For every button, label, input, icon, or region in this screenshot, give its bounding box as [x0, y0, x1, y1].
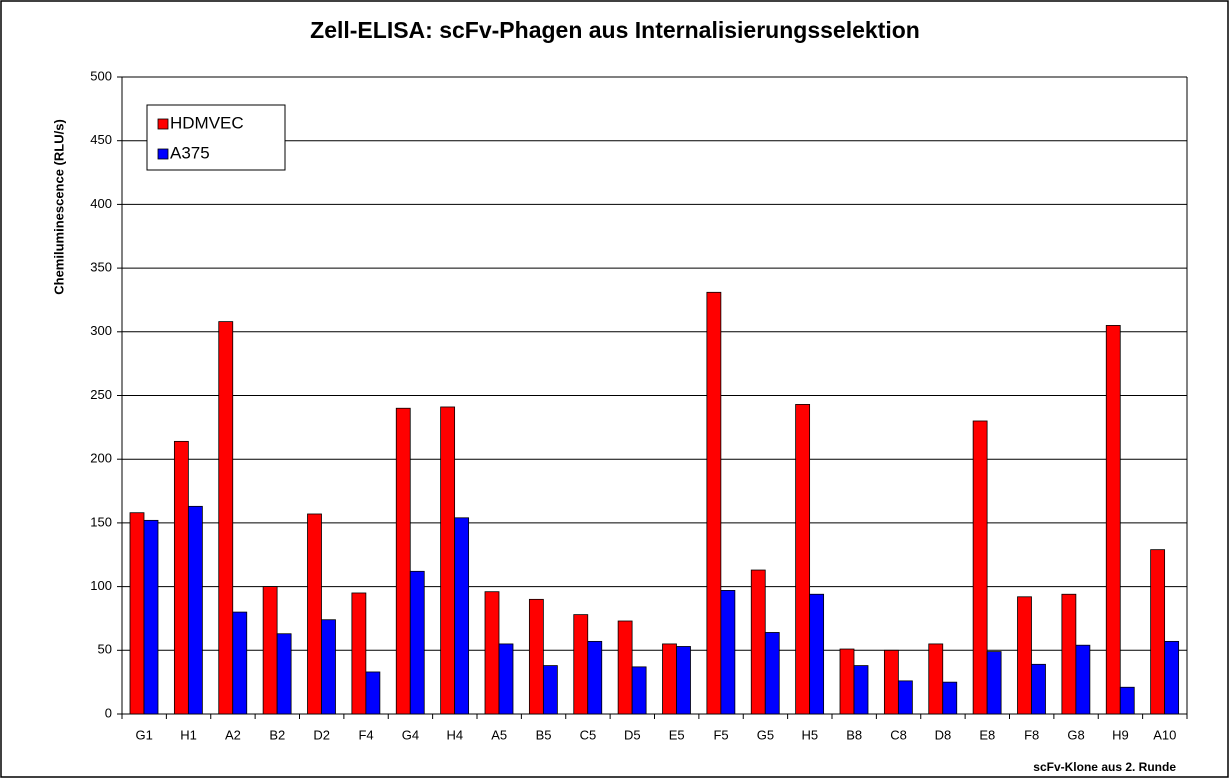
x-tick-label: D5	[624, 727, 641, 742]
legend-label: HDMVEC	[170, 113, 244, 132]
x-tick-label: G5	[757, 727, 774, 742]
y-tick-label: 100	[90, 578, 112, 593]
bar	[1105, 325, 1121, 715]
bar	[173, 440, 189, 715]
y-tick-label: 250	[90, 387, 112, 402]
x-tick-label: H5	[802, 727, 819, 742]
y-tick-label: 350	[90, 260, 112, 275]
bar	[897, 680, 913, 715]
bar	[454, 517, 470, 715]
bar	[631, 666, 647, 715]
bar	[1017, 596, 1032, 715]
bar	[795, 404, 811, 715]
x-tick-label: D2	[313, 727, 330, 742]
y-tick-label: 0	[105, 705, 112, 720]
bar	[1031, 663, 1046, 715]
y-axis-label: Chemiluminescence (RLU/s)	[51, 119, 66, 295]
x-tick-label: B2	[269, 727, 285, 742]
bar	[972, 420, 988, 715]
x-tick-label: H9	[1112, 727, 1129, 742]
legend-label: A375	[170, 143, 210, 162]
x-tick-label: D8	[935, 727, 952, 742]
bar	[1119, 686, 1135, 715]
bar	[587, 640, 603, 715]
bar	[1061, 593, 1077, 715]
x-tick-label: B8	[846, 727, 862, 742]
bar	[542, 665, 558, 715]
bar	[218, 321, 234, 715]
y-tick-label: 300	[90, 323, 112, 338]
x-tick-label: A10	[1153, 727, 1176, 742]
x-tick-label: E8	[979, 727, 995, 742]
x-tick-label: A5	[491, 727, 507, 742]
bar	[232, 611, 248, 715]
bar	[409, 570, 425, 715]
bar	[928, 643, 944, 715]
x-tick-label: F5	[713, 727, 728, 742]
bar	[942, 681, 958, 715]
bar	[351, 592, 367, 715]
bar	[809, 593, 825, 715]
y-tick-label: 400	[90, 196, 112, 211]
bar	[365, 671, 381, 715]
bar	[262, 586, 278, 715]
y-tick-label: 450	[90, 132, 112, 147]
bar	[676, 646, 691, 715]
x-tick-label: G1	[136, 727, 153, 742]
y-tick-label: 500	[90, 68, 112, 83]
x-tick-label: A2	[225, 727, 241, 742]
bar	[395, 407, 411, 715]
x-tick-label: F8	[1024, 727, 1039, 742]
y-tick-label: 150	[90, 514, 112, 529]
bar	[440, 406, 456, 715]
bar	[484, 591, 500, 715]
x-tick-label: H1	[180, 727, 197, 742]
bar	[129, 512, 145, 715]
y-tick-label: 200	[90, 451, 112, 466]
bar	[528, 598, 544, 715]
x-tick-label: G8	[1067, 727, 1084, 742]
bar	[307, 513, 322, 715]
bar	[839, 648, 855, 715]
bar	[187, 505, 203, 715]
legend-swatch	[157, 118, 169, 130]
bar	[764, 632, 780, 715]
bar	[750, 569, 766, 715]
x-tick-label: G4	[402, 727, 419, 742]
bar	[883, 649, 899, 715]
bar	[498, 643, 514, 715]
bar	[853, 665, 869, 715]
bar	[1164, 640, 1180, 715]
x-tick-label: F4	[358, 727, 373, 742]
bar	[706, 291, 722, 715]
bar	[573, 614, 589, 715]
bar	[662, 643, 677, 715]
x-tick-label: H4	[447, 727, 464, 742]
bar	[986, 651, 1002, 715]
bar	[720, 590, 736, 715]
bar	[143, 519, 159, 715]
bar	[1075, 644, 1091, 715]
x-tick-label: C8	[890, 727, 907, 742]
bar	[276, 633, 292, 715]
x-tick-label: C5	[580, 727, 597, 742]
legend-swatch	[157, 148, 169, 160]
legend-box	[146, 104, 286, 171]
chart-title: Zell-ELISA: scFv-Phagen aus Internalisie…	[310, 17, 920, 43]
bar	[321, 619, 336, 715]
x-axis-label: scFv-Klone aus 2. Runde	[1033, 760, 1176, 774]
x-tick-label: E5	[669, 727, 685, 742]
bar	[1150, 549, 1166, 715]
x-tick-label: B5	[536, 727, 552, 742]
y-tick-label: 50	[98, 642, 112, 657]
bar	[617, 620, 633, 715]
